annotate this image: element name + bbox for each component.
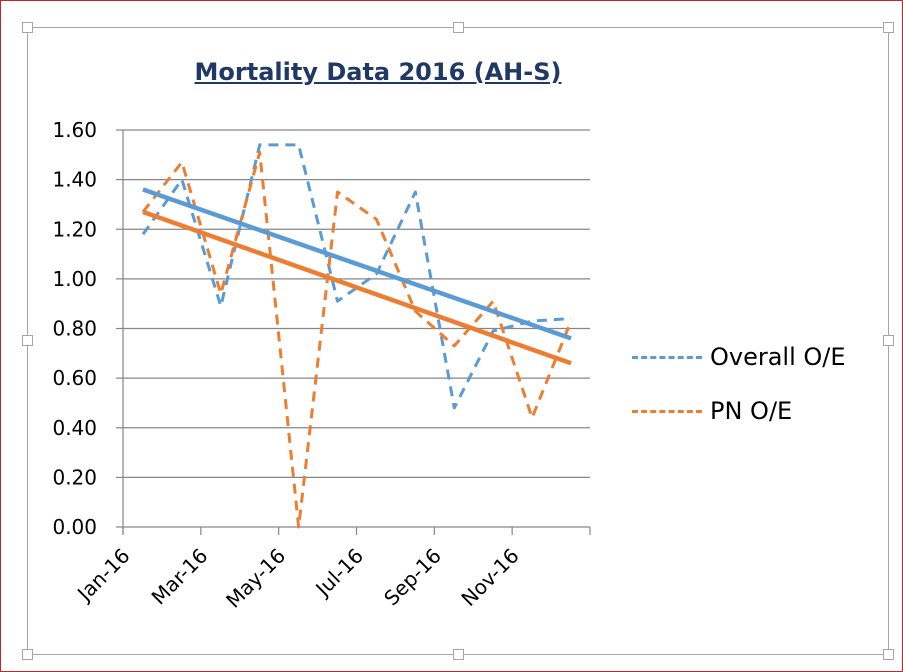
y-tick-label: 0.00 <box>52 515 97 539</box>
legend-item-overall: Overall O/E <box>632 330 846 384</box>
trendline-1 <box>142 209 572 366</box>
x-tick-label: Sep-16 <box>379 544 446 611</box>
x-tick-label: Mar-16 <box>147 544 213 610</box>
legend-item-pn: PN O/E <box>632 384 846 438</box>
y-tick-label: 1.60 <box>52 118 97 142</box>
y-tick-label: 0.80 <box>52 317 97 341</box>
x-tick-label: Jan-16 <box>71 544 134 607</box>
chart-title: Mortality Data 2016 (AH-S) <box>194 58 562 86</box>
y-tick-label: 1.40 <box>52 168 97 192</box>
y-tick-label: 1.20 <box>52 217 97 241</box>
legend-swatch-overall <box>632 355 702 359</box>
legend: Overall O/E PN O/E <box>632 330 846 438</box>
resize-handle-bottom-right[interactable] <box>883 649 894 660</box>
resize-handle-left[interactable] <box>22 335 33 346</box>
resize-handle-top[interactable] <box>453 22 464 33</box>
resize-handle-bottom[interactable] <box>453 649 464 660</box>
y-tick-label: 0.60 <box>52 366 97 390</box>
legend-swatch-pn <box>632 409 702 413</box>
x-tick-label: Nov-16 <box>456 544 523 611</box>
series-line-1 <box>141 150 573 529</box>
resize-handle-right[interactable] <box>883 335 894 346</box>
legend-label-pn: PN O/E <box>710 397 793 425</box>
series-line-0 <box>141 143 572 410</box>
resize-handle-top-right[interactable] <box>883 22 894 33</box>
legend-label-overall: Overall O/E <box>710 343 846 371</box>
trendline-0 <box>142 187 572 341</box>
y-tick-label: 0.40 <box>52 416 97 440</box>
resize-handle-bottom-left[interactable] <box>22 649 33 660</box>
x-tick-label: May-16 <box>221 544 290 613</box>
resize-handle-top-left[interactable] <box>22 22 33 33</box>
x-tick-label: Jul-16 <box>309 544 368 603</box>
y-tick-label: 0.20 <box>52 465 97 489</box>
y-tick-label: 1.00 <box>52 267 97 291</box>
